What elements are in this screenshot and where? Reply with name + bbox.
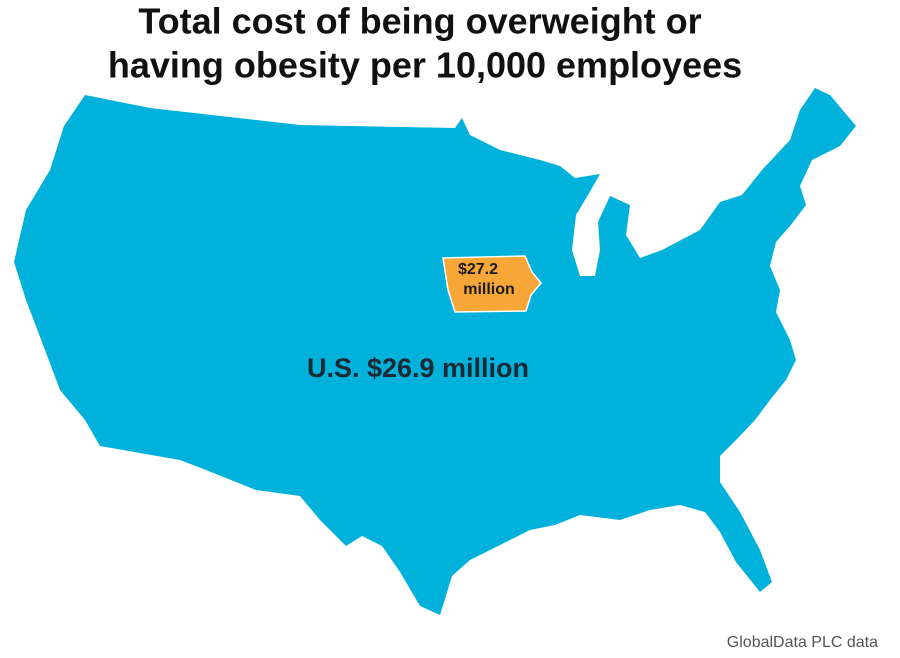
iowa-state	[442, 255, 542, 313]
iowa-label: $27.2	[458, 261, 498, 278]
source-note: GlobalData PLC data	[727, 634, 878, 651]
us-label: U.S. $26.9 million	[307, 353, 529, 383]
title-line: Total cost of being overweight or	[138, 1, 701, 42]
title-line: having obesity per 10,000 employees	[108, 45, 742, 86]
iowa-label: million	[463, 281, 515, 298]
us-map	[14, 88, 856, 615]
